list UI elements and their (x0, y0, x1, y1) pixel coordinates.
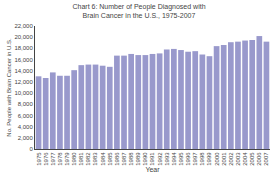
svg-text:1991: 1991 (149, 152, 155, 166)
svg-text:6,000: 6,000 (18, 113, 34, 119)
svg-text:2006: 2006 (256, 152, 262, 166)
svg-text:1996: 1996 (185, 152, 191, 166)
svg-text:1983: 1983 (92, 152, 98, 166)
svg-text:1976: 1976 (43, 152, 49, 166)
svg-text:8,000: 8,000 (18, 101, 34, 107)
svg-text:1995: 1995 (178, 152, 184, 166)
svg-text:0: 0 (29, 146, 33, 152)
svg-text:1986: 1986 (114, 152, 120, 166)
svg-text:2007: 2007 (263, 152, 269, 166)
svg-text:1982: 1982 (85, 152, 91, 166)
svg-text:10,000: 10,000 (14, 90, 33, 96)
svg-text:18,000: 18,000 (14, 45, 33, 51)
svg-text:1975: 1975 (36, 152, 42, 166)
svg-text:1989: 1989 (135, 152, 141, 166)
svg-text:1998: 1998 (199, 152, 205, 166)
svg-text:4,000: 4,000 (18, 124, 34, 130)
svg-text:2003: 2003 (235, 152, 241, 166)
svg-text:2004: 2004 (242, 152, 248, 166)
svg-text:1988: 1988 (128, 152, 134, 166)
svg-text:22,000: 22,000 (14, 23, 33, 29)
svg-text:1999: 1999 (206, 152, 212, 166)
svg-text:No. People with Brain Cancer i: No. People with Brain Cancer in U.S. (6, 38, 12, 137)
svg-text:1997: 1997 (192, 152, 198, 166)
svg-text:1992: 1992 (157, 152, 163, 166)
svg-text:12,000: 12,000 (14, 79, 33, 85)
svg-text:2005: 2005 (249, 152, 255, 166)
svg-text:1990: 1990 (142, 152, 148, 166)
svg-text:20,000: 20,000 (14, 34, 33, 40)
svg-text:2002: 2002 (228, 152, 234, 166)
svg-text:1980: 1980 (71, 152, 77, 166)
svg-text:1993: 1993 (164, 152, 170, 166)
svg-text:1979: 1979 (64, 152, 70, 166)
svg-text:Chart 6: Number of People Diag: Chart 6: Number of People Diagnosed with… (72, 3, 205, 19)
svg-text:2001: 2001 (221, 152, 227, 166)
svg-text:2,000: 2,000 (18, 135, 34, 141)
svg-text:1985: 1985 (107, 152, 113, 166)
svg-text:1987: 1987 (121, 152, 127, 166)
svg-text:1978: 1978 (57, 152, 63, 166)
svg-text:1994: 1994 (171, 152, 177, 166)
svg-text:2000: 2000 (214, 152, 220, 166)
svg-text:1984: 1984 (100, 152, 106, 166)
svg-text:16,000: 16,000 (14, 57, 33, 63)
svg-text:1977: 1977 (50, 152, 56, 166)
svg-text:1981: 1981 (78, 152, 84, 166)
svg-text:14,000: 14,000 (14, 68, 33, 74)
svg-text:Year: Year (145, 166, 160, 173)
